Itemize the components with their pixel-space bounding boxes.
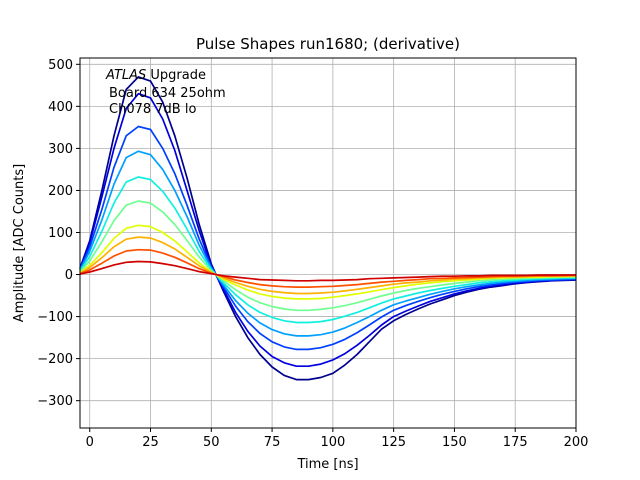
series-line-s5 <box>79 176 576 324</box>
annotation-board: Board 634 25ohm <box>109 86 226 101</box>
x-tick-label: 25 <box>142 435 159 450</box>
x-axis-ticks: 0 25 50 75 100 125 150 175 200 <box>86 428 589 450</box>
atlas-label: ATLAS <box>105 68 146 83</box>
series-line-s4 <box>79 150 577 337</box>
y-tick-label: 0 <box>65 268 73 283</box>
plot-frame <box>79 57 577 429</box>
x-tick-label: 125 <box>381 435 406 450</box>
x-tick-label: 100 <box>320 435 345 450</box>
series-lines <box>79 76 577 381</box>
chart-title: Pulse Shapes run1680; (derivative) <box>196 35 460 53</box>
x-tick-label: 175 <box>503 435 528 450</box>
x-axis-title: Time [ns] <box>296 457 358 472</box>
series-line-s8 <box>79 236 577 295</box>
y-tick-label: 500 <box>48 58 73 73</box>
x-tick-label: 150 <box>442 435 467 450</box>
annotation-line-1: ATLAS Upgrade <box>105 68 206 83</box>
x-tick-label: 75 <box>264 435 281 450</box>
y-tick-label: 400 <box>48 100 73 115</box>
x-tick-label: 200 <box>564 435 589 450</box>
series-line-s10 <box>79 260 576 282</box>
series-line-s9 <box>79 248 576 288</box>
series-line-s2 <box>79 92 577 368</box>
y-tick-label: −300 <box>37 394 73 409</box>
y-tick-label: −100 <box>37 310 73 325</box>
y-tick-label: 200 <box>48 184 73 199</box>
annotation-channel: Ch078 7dB lo <box>109 102 196 117</box>
y-tick-label: 100 <box>48 226 73 241</box>
y-axis-ticks: −300 −200 −100 0 100 200 300 400 500 <box>37 58 80 409</box>
y-tick-label: 300 <box>48 142 73 157</box>
x-tick-label: 50 <box>203 435 220 450</box>
grid-lines <box>80 58 577 428</box>
y-axis-title: Amplitude [ADC Counts] <box>12 164 27 322</box>
y-tick-label: −200 <box>37 352 73 367</box>
upgrade-label: Upgrade <box>146 68 206 83</box>
x-tick-label: 0 <box>86 435 94 450</box>
series-line-s6 <box>79 200 576 312</box>
series-line-s3 <box>79 125 577 351</box>
